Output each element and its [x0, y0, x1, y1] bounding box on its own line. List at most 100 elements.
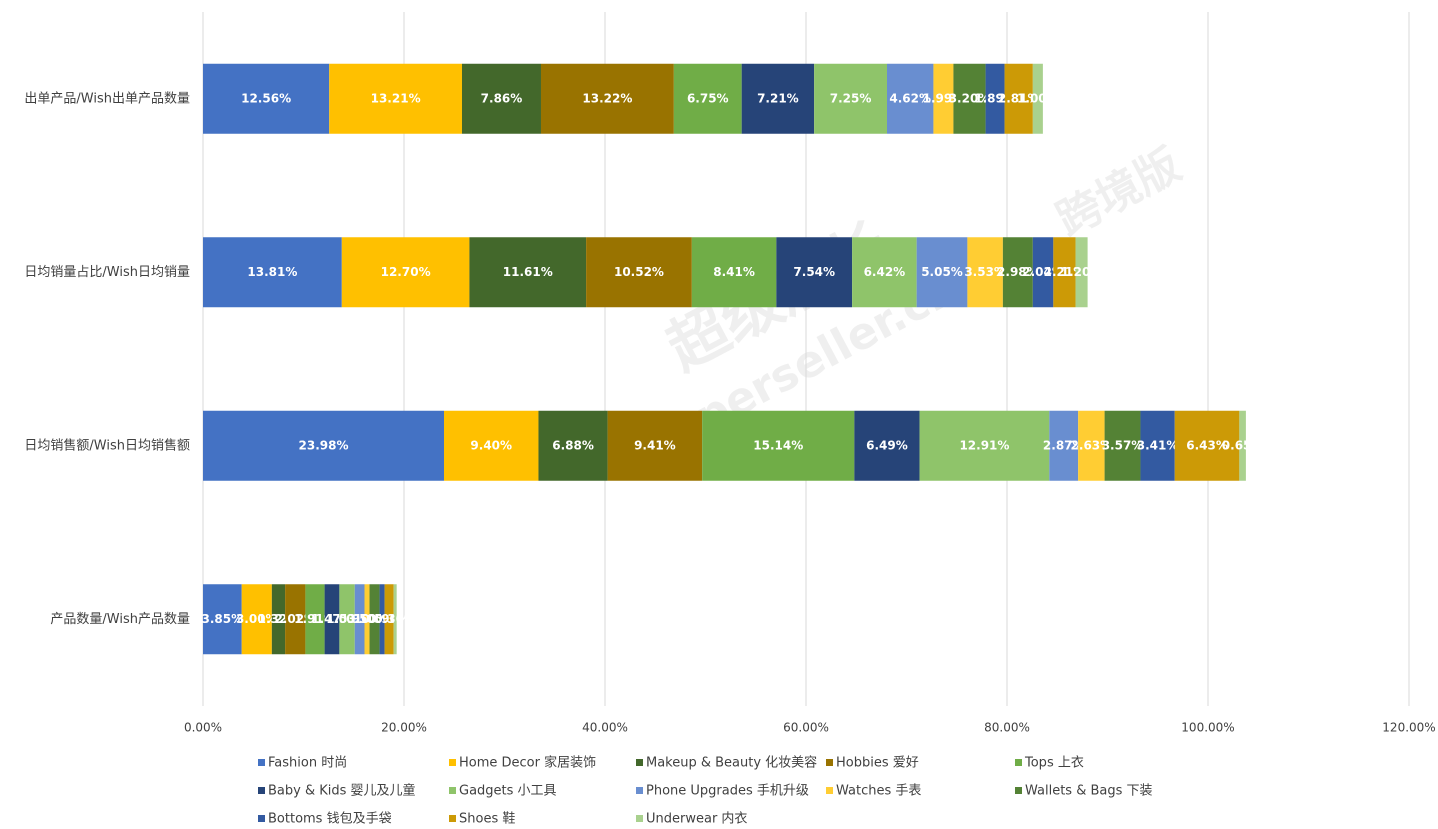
- value-label: 2.21%: [1044, 265, 1086, 279]
- bar-segment: [461, 63, 541, 134]
- value-label: 1.00%: [1017, 91, 1059, 105]
- x-tick-label: 80.00%: [984, 721, 1030, 735]
- value-label: 13.81%: [247, 265, 297, 279]
- value-label: 15.14%: [753, 438, 803, 452]
- bar-segment: [393, 584, 397, 655]
- bar-segment: [1004, 63, 1033, 134]
- x-tick-label: 40.00%: [582, 721, 628, 735]
- x-tick-label: 120.00%: [1382, 721, 1435, 735]
- x-tick-label: 0.00%: [184, 721, 222, 735]
- bar-segment: [953, 63, 986, 134]
- value-label: 2.87%: [1043, 438, 1085, 452]
- watermark: 跨境版: [1049, 139, 1189, 246]
- value-label: 2.81%: [998, 91, 1040, 105]
- legend-label: Underwear 内衣: [646, 811, 747, 827]
- y-tick-label: 产品数量/Wish产品数量: [50, 612, 190, 627]
- bar-segment: [443, 410, 539, 481]
- bar-segment: [776, 237, 853, 308]
- legend-label: Fashion 时尚: [268, 756, 347, 771]
- bar-segment: [702, 410, 855, 481]
- value-label: 7.25%: [830, 91, 872, 105]
- value-label: 13.21%: [371, 91, 421, 105]
- value-label: 3.20%: [949, 91, 991, 105]
- bar-segment: [933, 63, 954, 134]
- bar-segment: [354, 584, 365, 655]
- value-label: 3.53%: [964, 265, 1006, 279]
- y-tick-label: 出单产品/Wish出单产品数量: [24, 91, 190, 106]
- value-label: 3.00%: [236, 612, 278, 626]
- value-label: 6.43%: [1186, 438, 1228, 452]
- bar-segment: [271, 584, 286, 655]
- bar-segment: [329, 63, 462, 134]
- bar-segment: [369, 584, 380, 655]
- legend-label: Hobbies 爱好: [836, 756, 919, 771]
- bar-segment: [1032, 237, 1054, 308]
- bar-segment: [203, 63, 330, 134]
- value-label: 12.91%: [959, 438, 1009, 452]
- value-label: 9.41%: [634, 438, 676, 452]
- bar-segment: [339, 584, 355, 655]
- bar-segment: [1075, 237, 1088, 308]
- bar-segment: [852, 237, 917, 308]
- value-label: 11.61%: [503, 265, 553, 279]
- value-label: 13.22%: [582, 91, 632, 105]
- bar-segment: [384, 584, 394, 655]
- value-label: 5.05%: [921, 265, 963, 279]
- bar-segment: [741, 63, 815, 134]
- bar-segment: [241, 584, 272, 655]
- legend-swatch: [1015, 759, 1022, 766]
- bar-segment: [469, 237, 587, 308]
- legend-swatch: [826, 759, 833, 766]
- x-tick-label: 20.00%: [381, 721, 427, 735]
- bar-segment: [379, 584, 385, 655]
- x-tick-label: 100.00%: [1181, 721, 1234, 735]
- value-label: 2.63%: [1071, 438, 1113, 452]
- legend-swatch: [449, 759, 456, 766]
- bar-segment: [538, 410, 608, 481]
- legend-swatch: [449, 815, 456, 822]
- value-label: 7.21%: [757, 91, 799, 105]
- bar-segment: [203, 584, 242, 655]
- bar-segment: [1174, 410, 1240, 481]
- bar-segment: [540, 63, 674, 134]
- legend-swatch: [258, 815, 265, 822]
- legend-label: Shoes 鞋: [459, 811, 515, 827]
- legend-label: Baby & Kids 婴儿及儿童: [268, 783, 416, 799]
- value-label: 0.30%: [374, 612, 416, 626]
- value-label: 8.41%: [713, 265, 755, 279]
- legend-label: Phone Upgrades 手机升级: [646, 784, 809, 799]
- value-label: 10.52%: [614, 265, 664, 279]
- value-label: 9.40%: [470, 438, 512, 452]
- bar-segment: [673, 63, 742, 134]
- legend-label: Tops 上衣: [1024, 755, 1084, 771]
- bar-segment: [887, 63, 934, 134]
- bar-segment: [364, 584, 370, 655]
- bar-segment: [1049, 410, 1079, 481]
- bar-segment: [919, 410, 1050, 481]
- y-tick-label: 日均销售额/Wish日均销售额: [24, 437, 190, 453]
- value-label: 3.41%: [1137, 438, 1179, 452]
- bar-segment: [341, 237, 470, 308]
- bar-segment: [1053, 237, 1076, 308]
- bar-segment: [1140, 410, 1175, 481]
- legend-swatch: [636, 815, 643, 822]
- value-label: 0.65%: [1222, 438, 1264, 452]
- legend-swatch: [258, 759, 265, 766]
- value-label: 12.56%: [241, 91, 291, 105]
- legend-swatch: [636, 787, 643, 794]
- value-label: 2.98%: [997, 265, 1039, 279]
- value-label: 12.70%: [381, 265, 431, 279]
- legend-swatch: [449, 787, 456, 794]
- bar-segment: [1078, 410, 1105, 481]
- y-tick-label: 日均销量占比/Wish日均销量: [24, 265, 190, 280]
- value-label: 6.75%: [687, 91, 729, 105]
- legend-label: Gadgets 小工具: [459, 784, 557, 799]
- legend-swatch: [258, 787, 265, 794]
- value-label: 4.62%: [889, 91, 931, 105]
- bar-segment: [1032, 63, 1043, 134]
- bar-segment: [814, 63, 888, 134]
- bar-segment: [586, 237, 692, 308]
- legend-label: Home Decor 家居装饰: [459, 755, 596, 771]
- value-label: 6.42%: [864, 265, 906, 279]
